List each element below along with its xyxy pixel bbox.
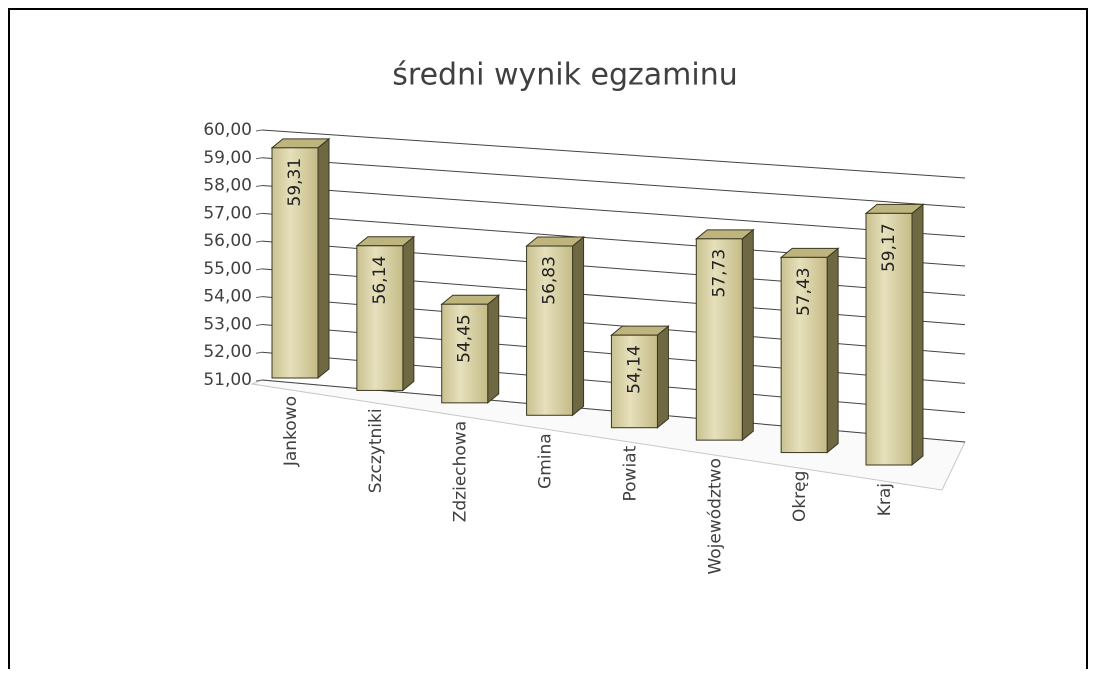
tick-mark: [255, 240, 263, 243]
x-tick-label: Szczytniki: [366, 408, 386, 493]
bar-front: [356, 245, 404, 391]
y-tick-label: 53,00: [203, 314, 252, 334]
y-tick-label: 59,00: [203, 148, 252, 168]
y-tick-label: 55,00: [203, 259, 252, 279]
tick-mark: [255, 157, 263, 160]
grid: 51,00 52,00 53,00 54,00 55,00 56,00 57,00 58,00…: [203, 120, 966, 443]
grid-line: [261, 157, 966, 208]
y-tick-label: 51,00: [203, 370, 252, 390]
tick-mark: [255, 351, 263, 354]
value-label: 59,31: [285, 158, 305, 207]
bar-front: [441, 303, 489, 404]
tick-mark: [255, 185, 263, 188]
bar: 56,14 Szczytniki: [355, 235, 416, 493]
y-tick-label: 52,00: [203, 342, 252, 362]
bar: 54,45 Zdziechowa: [440, 294, 501, 522]
grid-line: [261, 212, 966, 267]
bar-front: [526, 245, 574, 416]
y-tick-label: 54,00: [203, 287, 252, 307]
value-label: 54,45: [455, 314, 475, 363]
bar-front: [271, 147, 319, 379]
value-label: 57,73: [709, 249, 729, 298]
y-tick-label: 56,00: [203, 231, 252, 251]
bars: 59,31 Jankowo 56,14 Szczytniki 54,45 Zdziecho…: [270, 137, 925, 575]
tick-mark: [255, 296, 263, 299]
bar-front: [780, 256, 828, 454]
x-tick-label: Województwo: [705, 458, 725, 574]
bar: 56,83 Gmina: [525, 235, 585, 489]
tick-mark: [255, 268, 263, 271]
bar-front: [695, 238, 743, 441]
bar: 59,31 Jankowo: [270, 137, 331, 467]
bar-side: [826, 247, 839, 454]
bar-side: [402, 235, 415, 392]
bar-side: [572, 235, 585, 417]
grid-line: [261, 185, 966, 238]
tick-mark: [255, 323, 263, 326]
grid-line: [261, 129, 966, 179]
bar-front: [865, 212, 913, 466]
bar-side: [487, 294, 500, 404]
bar: 59,17 Kraj: [864, 203, 925, 516]
tick-mark: [255, 379, 263, 382]
value-label: 56,83: [540, 256, 560, 305]
value-label: 54,14: [624, 345, 644, 394]
x-tick-label: Powiat: [620, 445, 640, 501]
bar-side: [317, 137, 330, 380]
y-tick-label: 57,00: [203, 203, 252, 223]
chart-title: średni wynik egzaminu: [392, 58, 737, 93]
bar-side: [911, 203, 924, 467]
tick-mark: [255, 212, 263, 215]
x-tick-label: Jankowo: [281, 396, 301, 467]
y-tick-label: 58,00: [203, 176, 252, 196]
x-tick-label: Kraj: [875, 483, 895, 516]
bar-side: [656, 325, 669, 429]
value-label: 57,43: [794, 267, 814, 316]
bar-front: [610, 334, 658, 429]
bar: 57,73 Województwo: [694, 228, 755, 575]
x-tick-label: Zdziechowa: [451, 421, 471, 522]
value-label: 56,14: [370, 256, 390, 305]
bar: 57,43 Okręg: [779, 247, 840, 522]
y-tick-label: 60,00: [203, 120, 252, 140]
x-tick-label: Gmina: [536, 433, 556, 489]
value-label: 59,17: [879, 223, 899, 272]
bar-side: [741, 228, 754, 442]
tick-mark: [255, 129, 263, 132]
x-tick-label: Okręg: [790, 471, 810, 522]
bar: 54,14 Powiat: [610, 325, 670, 501]
